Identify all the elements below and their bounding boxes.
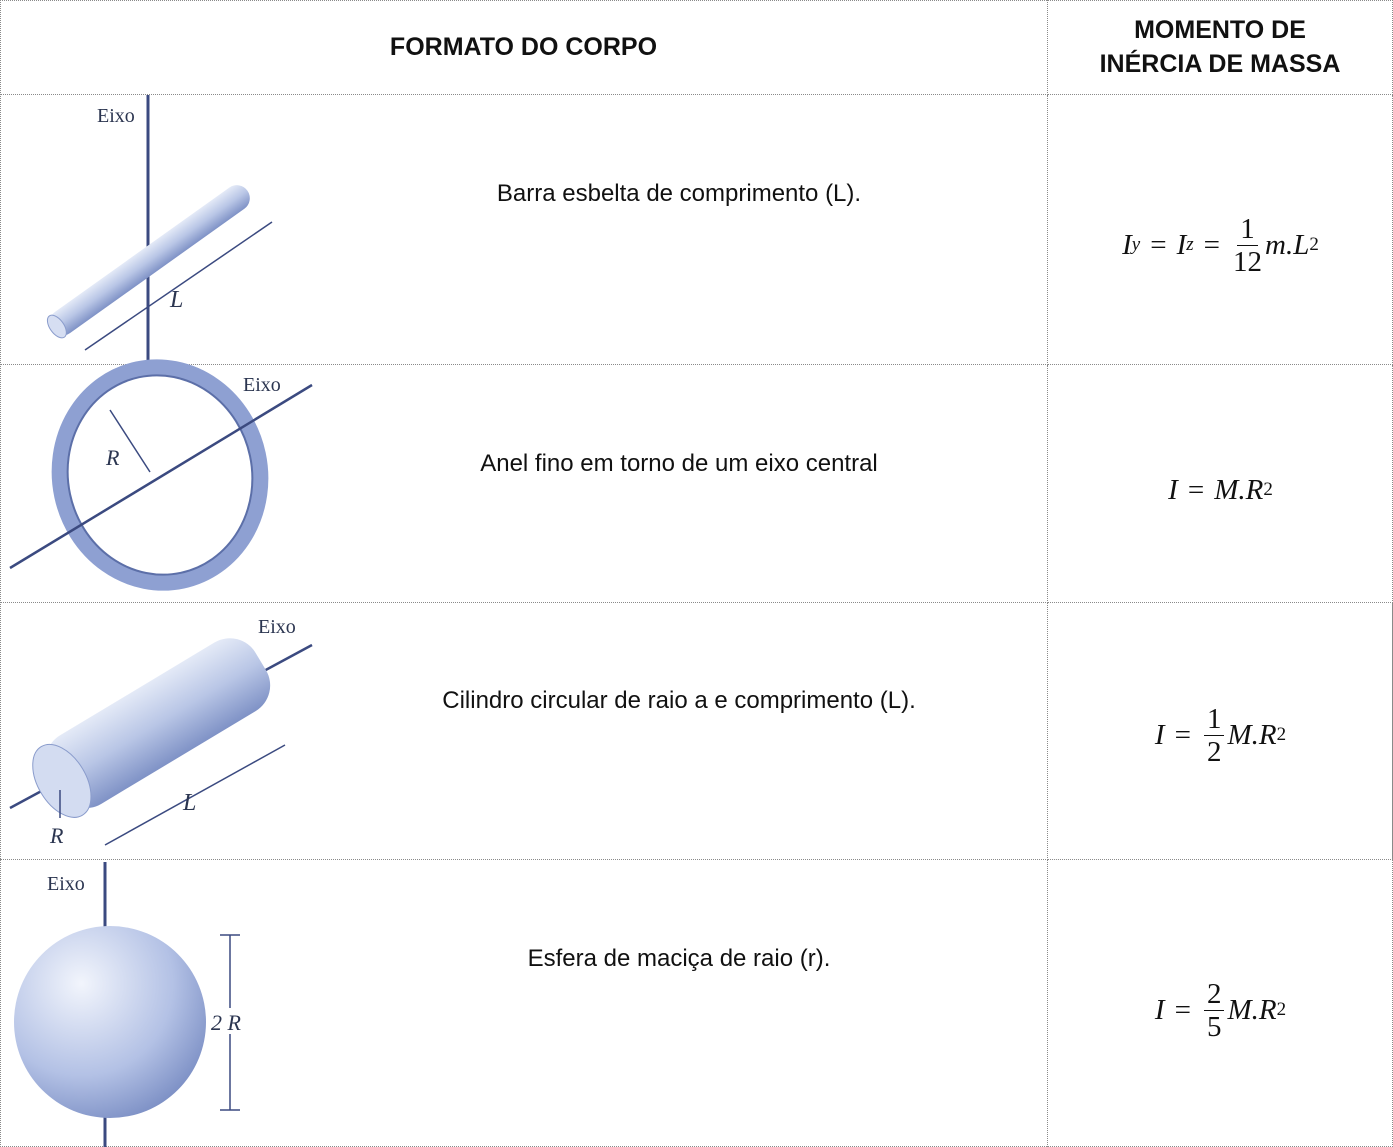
numerator: 1 bbox=[1237, 213, 1258, 246]
formula-exponent: 2 bbox=[1309, 234, 1319, 255]
description: Anel fino em torno de um eixo central bbox=[480, 450, 878, 477]
formula-operator: = bbox=[1174, 718, 1191, 751]
formula-operator: = bbox=[1150, 228, 1167, 261]
row-cell bbox=[0, 603, 1048, 860]
header-text: MOMENTO DE bbox=[1134, 16, 1306, 44]
axis-line bbox=[9, 383, 313, 570]
dimension-line bbox=[104, 744, 286, 846]
ring bbox=[51, 359, 269, 591]
formula-operator: = bbox=[1174, 993, 1191, 1026]
description: Esfera de maciça de raio (r). bbox=[527, 945, 831, 972]
header-shape: FORMATO DO CORPO bbox=[0, 0, 1048, 95]
sphere bbox=[14, 926, 206, 1118]
row-cell bbox=[0, 95, 1048, 365]
formula-exponent: 2 bbox=[1276, 724, 1287, 745]
description: Cilindro circular de raio a e compriment… bbox=[442, 687, 916, 714]
formula-symbol: I bbox=[1122, 228, 1132, 261]
formula-symbol: I bbox=[1176, 228, 1187, 261]
axis-label: Eixo bbox=[258, 616, 296, 638]
cylinder bbox=[32, 638, 271, 818]
radius-label: R bbox=[49, 823, 64, 848]
axis-label: Eixo bbox=[47, 873, 85, 895]
formula-operator: = bbox=[1187, 473, 1205, 506]
description: Barra esbelta de comprimento (L). bbox=[496, 180, 862, 207]
header-text: FORMATO DO CORPO bbox=[389, 33, 658, 61]
denominator: 2 bbox=[1206, 735, 1222, 768]
formula-operator: = bbox=[1203, 228, 1221, 261]
axis-label: Eixo bbox=[97, 105, 135, 127]
length-label: L bbox=[169, 287, 183, 313]
axis-label: Eixo bbox=[243, 374, 281, 396]
denominator: 12 bbox=[1233, 245, 1263, 278]
formula-symbol: I bbox=[1154, 993, 1165, 1026]
length-label: L bbox=[182, 790, 196, 816]
formula-symbol: M.R bbox=[1214, 473, 1264, 506]
radius-label: R bbox=[105, 445, 120, 470]
formula-exponent: 2 bbox=[1276, 999, 1287, 1020]
formula-symbol: M.R bbox=[1227, 993, 1277, 1026]
radius-line bbox=[109, 409, 151, 473]
row-cell bbox=[0, 860, 1048, 1147]
formula-symbol: I bbox=[1154, 718, 1165, 751]
denominator: 5 bbox=[1206, 1010, 1222, 1043]
formula-symbol: I bbox=[1168, 473, 1178, 506]
dimension-line bbox=[84, 221, 273, 351]
formula-symbol: M.R bbox=[1227, 718, 1277, 751]
figure-ring: Eixo R bbox=[9, 359, 313, 591]
rod bbox=[46, 185, 250, 339]
row-cell bbox=[0, 365, 1048, 603]
formula: I = M.R 2 bbox=[1048, 460, 1393, 520]
diameter-label: 2 R bbox=[211, 1010, 242, 1035]
header-text: INÉRCIA DE MASSA bbox=[1099, 50, 1341, 78]
fraction: 1 12 bbox=[1233, 213, 1262, 278]
figure-cylinder: Eixo L R bbox=[9, 616, 313, 848]
figure-sphere: Eixo 2 R bbox=[14, 862, 252, 1147]
numerator: 2 bbox=[1203, 978, 1225, 1011]
formula-exponent: 2 bbox=[1263, 479, 1273, 500]
formula-subscript: z bbox=[1186, 234, 1194, 255]
numerator: 1 bbox=[1203, 703, 1225, 736]
figure-rod: Eixo L bbox=[46, 95, 273, 365]
formula-symbol: m.L bbox=[1265, 228, 1310, 261]
formula-subscript: y bbox=[1131, 234, 1141, 255]
